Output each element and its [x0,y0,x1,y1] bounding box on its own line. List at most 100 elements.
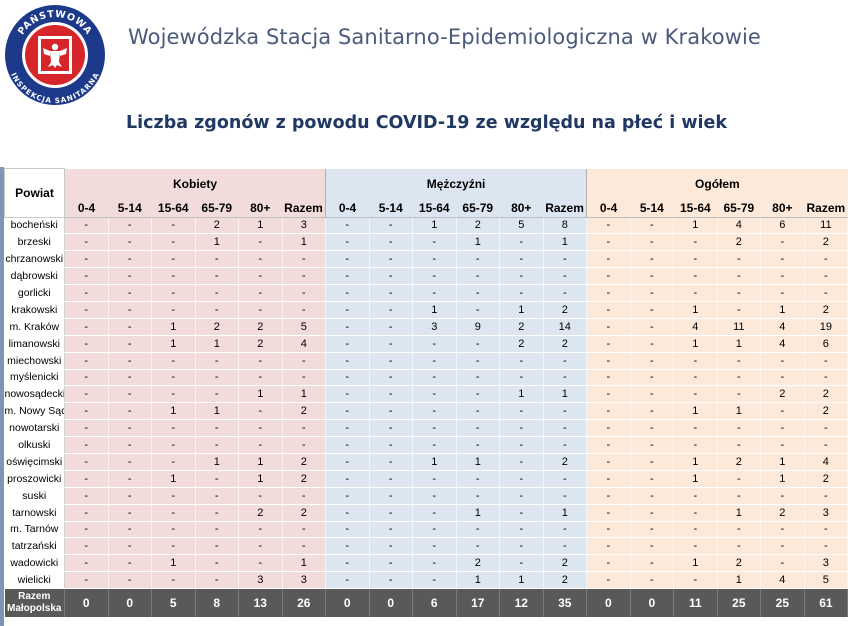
cell-m-1: - [369,419,414,438]
cell-o-4: - [760,521,805,539]
cell-k-2: 1 [151,318,196,336]
total-cell-m-0: 0 [325,588,370,618]
total-cell-o-0: 0 [586,588,631,618]
cell-o-5: 3 [804,554,849,573]
cell-k-5: - [282,369,327,387]
cell-m-4: 2 [499,335,544,353]
cell-m-4: - [499,419,544,438]
cell-m-2: - [412,352,457,370]
cell-m-1: - [369,233,414,252]
cell-k-0: - [64,470,109,488]
cell-m-4: - [499,352,544,370]
cell-o-5: - [804,521,849,539]
total-cell-k-1: 0 [108,588,152,618]
cell-k-4: 2 [238,335,283,353]
powiat-name: gorlicki [4,284,65,302]
age-header-o-5: Razem [804,198,848,218]
cell-m-1: - [369,352,414,370]
cell-o-5: 5 [804,571,849,590]
cell-o-1: - [630,267,675,286]
table-row: oświęcimski - - -1 1 2- -1 1-2- -1 2 1 4 [4,453,849,471]
total-cell-m-1: 0 [369,588,414,618]
cell-k-4: 1 [238,453,283,471]
age-header-m-5: Razem [543,198,588,218]
cell-m-3: 1 [456,233,501,252]
cell-m-1: - [369,318,414,336]
cell-m-4: - [499,521,544,539]
age-header-m-2: 15-64 [412,198,457,218]
cell-o-1: - [630,453,675,471]
age-header-o-1: 5-14 [630,198,674,218]
cell-k-3: 1 [195,402,239,421]
cell-o-5: - [804,419,849,438]
cell-k-5: - [282,284,327,302]
table-row: proszowicki - -1-1 2- - - - - - - -1-1 2 [4,470,849,488]
cell-m-5: - [543,419,588,438]
cell-k-5: - [282,352,327,370]
cell-m-3: - [456,537,501,556]
cell-k-2: - [151,453,196,471]
cell-m-3: - [456,284,501,302]
cell-m-0: - [325,419,370,438]
powiat-name: bocheński [4,217,65,235]
cell-o-2: 1 [673,402,718,421]
cell-k-1: - [108,301,152,319]
cell-k-5: - [282,419,327,438]
cell-m-1: - [369,453,414,471]
total-label-line1: Razem [18,591,51,603]
cell-o-3: 2 [717,233,762,252]
cell-o-1: - [630,419,675,438]
cell-o-0: - [586,301,631,319]
cell-o-0: - [586,470,631,488]
cell-o-0: - [586,453,631,471]
cell-k-2: - [151,267,196,286]
cell-o-2: - [673,419,718,438]
cell-o-1: - [630,369,675,387]
cell-o-4: 6 [760,217,805,235]
age-header-k-4: 80+ [238,198,282,218]
cell-m-5: 14 [543,318,588,336]
cell-k-4: - [238,369,283,387]
cell-m-0: - [325,267,370,286]
cell-k-0: - [64,352,109,370]
cell-o-1: - [630,470,675,488]
cell-o-3: 11 [717,318,762,336]
table-row: tatrzański - - - - - - - - - - - - - - - - - - [4,537,849,556]
cell-o-0: - [586,369,631,387]
cell-m-2: - [412,571,457,590]
cell-o-5: - [804,284,849,302]
table-row: gorlicki - - - - - - - - - - - - - - - - - - [4,284,849,302]
total-label-line2: Małopolska [7,603,62,615]
cell-o-0: - [586,436,631,454]
cell-m-0: - [325,487,370,505]
table-row: m. Kraków - -1 2 2 5- -3 9 2 14- -4 11 4 19 [4,318,849,336]
cell-o-5: - [804,267,849,286]
cell-m-4: - [499,233,544,252]
cell-k-0: - [64,436,109,454]
cell-k-0: - [64,554,109,573]
cell-o-1: - [630,284,675,302]
cell-k-4: 3 [238,571,283,590]
cell-k-2: - [151,571,196,590]
cell-o-4: - [760,284,805,302]
cell-o-4: - [760,369,805,387]
cell-k-0: - [64,301,109,319]
cell-m-3: - [456,352,501,370]
cell-o-3: - [717,369,762,387]
cell-k-0: - [64,504,109,522]
cell-o-2: - [673,385,718,404]
cell-o-2: 1 [673,217,718,235]
cell-o-5: - [804,487,849,505]
cell-k-4: - [238,352,283,370]
cell-m-5: - [543,436,588,454]
cell-o-3: - [717,487,762,505]
cell-k-1: - [108,453,152,471]
group-header-ogolem: Ogółem [586,168,848,199]
cell-m-3: 1 [456,453,501,471]
cell-m-4: - [499,470,544,488]
cell-k-3: 1 [195,453,239,471]
cell-o-2: - [673,250,718,269]
total-cell-o-2: 11 [673,588,718,618]
cell-m-5: - [543,284,588,302]
cell-m-4: 5 [499,217,544,235]
